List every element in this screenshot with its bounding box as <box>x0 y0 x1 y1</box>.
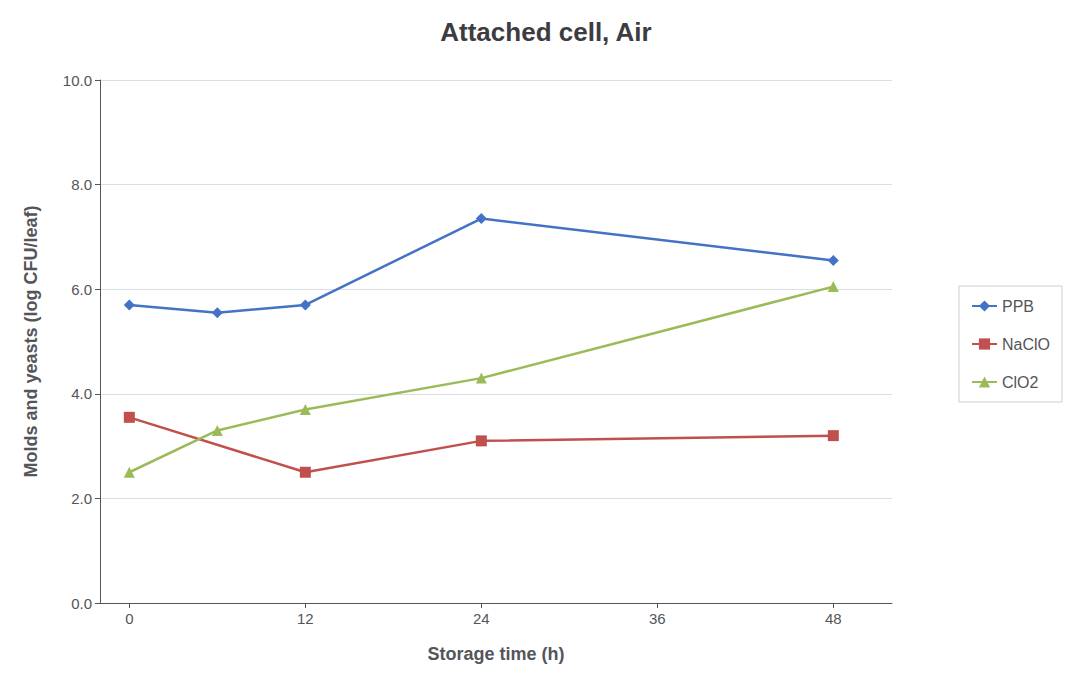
svg-text:6.0: 6.0 <box>71 281 92 298</box>
svg-text:0.0: 0.0 <box>71 595 92 612</box>
svg-text:4.0: 4.0 <box>71 385 92 402</box>
svg-text:NaClO: NaClO <box>1002 336 1050 353</box>
svg-text:36: 36 <box>649 610 666 627</box>
svg-text:48: 48 <box>825 610 842 627</box>
svg-text:0: 0 <box>125 610 133 627</box>
svg-text:Storage time (h): Storage time (h) <box>427 644 564 664</box>
svg-text:ClO2: ClO2 <box>1002 374 1039 391</box>
svg-text:10.0: 10.0 <box>63 72 92 89</box>
svg-text:Attached cell, Air: Attached cell, Air <box>440 17 651 47</box>
svg-text:8.0: 8.0 <box>71 176 92 193</box>
svg-text:12: 12 <box>297 610 314 627</box>
svg-text:PPB: PPB <box>1002 298 1034 315</box>
svg-text:Molds and yeasts (log CFU/leaf: Molds and yeasts (log CFU/leaf) <box>21 205 41 477</box>
svg-text:2.0: 2.0 <box>71 490 92 507</box>
svg-text:24: 24 <box>473 610 490 627</box>
